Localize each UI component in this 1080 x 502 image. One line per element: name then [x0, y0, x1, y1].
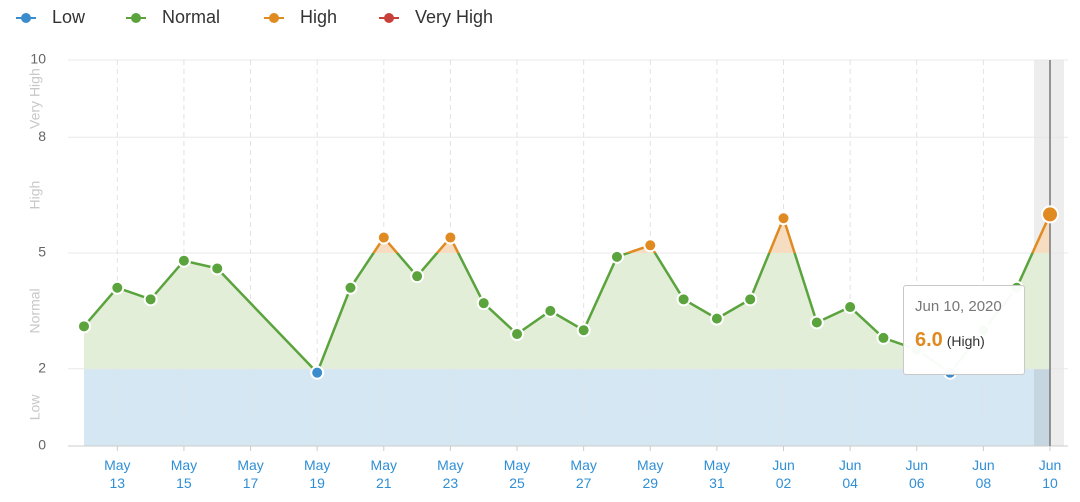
- level-axis-label: Low: [27, 394, 43, 421]
- legend-item[interactable]: Very High: [379, 7, 493, 27]
- legend-marker: [269, 13, 279, 23]
- y-tick-label: 10: [30, 51, 46, 67]
- x-tick-label: May 15: [170, 457, 198, 491]
- point[interactable]: [176, 253, 191, 268]
- x-tick-label: May 31: [703, 457, 731, 491]
- x-tick-label: May 19: [303, 457, 331, 491]
- y-tick-label: 8: [38, 128, 46, 144]
- x-tick-label: May 13: [104, 457, 131, 491]
- legend-item[interactable]: Low: [16, 7, 86, 27]
- line: [83, 253, 1034, 369]
- area: [84, 253, 1050, 369]
- legend-label: Normal: [162, 7, 220, 27]
- point[interactable]: [543, 303, 558, 318]
- point[interactable]: [77, 319, 91, 334]
- x-tick-label: May 23: [437, 457, 464, 491]
- level-axis-label: High: [27, 181, 43, 210]
- point[interactable]: [376, 230, 391, 245]
- point[interactable]: [776, 211, 791, 226]
- x-tick-label: Jun 06: [905, 457, 929, 491]
- x-tick-label: May 27: [570, 457, 597, 491]
- point[interactable]: [310, 365, 325, 380]
- tooltip-value: 6.0: [915, 329, 943, 351]
- point[interactable]: [643, 238, 658, 253]
- level-axis-label: Very High: [27, 68, 43, 129]
- tooltip-date: Jun 10, 2020: [915, 298, 1002, 315]
- low-band: [84, 368, 1050, 446]
- legend-marker: [131, 13, 141, 23]
- y-tick-label: 2: [38, 360, 46, 376]
- y-tick-label: 5: [38, 244, 46, 260]
- point[interactable]: [809, 315, 824, 330]
- x-tick-label: Jun 10: [1038, 457, 1062, 491]
- x-tick-label: Jun 08: [972, 457, 995, 491]
- legend-label: Very High: [415, 7, 493, 27]
- legend-label: Low: [52, 7, 86, 27]
- point[interactable]: [210, 261, 225, 276]
- point[interactable]: [743, 292, 758, 307]
- x-tick-label: Jun 04: [838, 457, 862, 491]
- y-tick-label: 0: [38, 437, 46, 453]
- point[interactable]: [443, 230, 458, 245]
- point[interactable]: [1041, 205, 1059, 224]
- x-tick-label: May 17: [237, 457, 264, 491]
- point[interactable]: [609, 249, 624, 264]
- level-axis-label: Normal: [27, 288, 43, 333]
- legend-item[interactable]: High: [264, 7, 337, 27]
- tooltip: Jun 10, 2020 6.0 (High): [903, 285, 1025, 375]
- x-tick-label: Jun 02: [772, 457, 795, 491]
- point[interactable]: [343, 280, 358, 295]
- point[interactable]: [709, 311, 724, 326]
- tooltip-level: (High): [946, 333, 985, 349]
- legend-marker: [384, 13, 394, 23]
- x-tick-label: May 29: [637, 457, 664, 491]
- point[interactable]: [843, 300, 858, 315]
- point[interactable]: [876, 330, 891, 345]
- point[interactable]: [576, 323, 591, 338]
- point[interactable]: [676, 292, 691, 307]
- legend-item[interactable]: Normal: [126, 7, 220, 27]
- point[interactable]: [143, 292, 158, 307]
- point[interactable]: [110, 280, 125, 295]
- point[interactable]: [510, 327, 525, 342]
- x-tick-label: May 25: [503, 457, 531, 491]
- legend-label: High: [300, 7, 337, 27]
- point[interactable]: [410, 269, 425, 284]
- legend-marker: [21, 13, 31, 23]
- point[interactable]: [476, 296, 491, 311]
- x-tick-label: May 21: [370, 457, 397, 491]
